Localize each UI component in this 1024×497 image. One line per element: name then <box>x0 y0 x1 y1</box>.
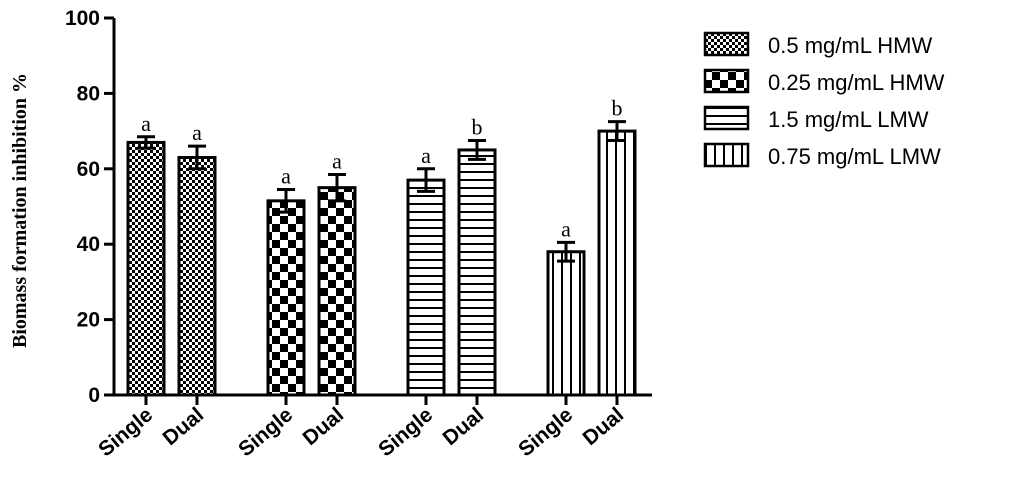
y-tick-label: 60 <box>77 158 100 181</box>
y-tick-label: 40 <box>77 233 100 256</box>
y-tick-label: 0 <box>88 384 100 407</box>
legend-label: 1.5 mg/mL LMW <box>768 107 929 132</box>
x-tick-label: Dual <box>299 403 349 450</box>
significance-label: b <box>472 115 483 140</box>
y-axis-title: Biomass formation inhibition % <box>9 73 31 348</box>
legend-label: 0.25 mg/mL HMW <box>768 70 945 95</box>
bar <box>546 250 586 397</box>
legend-label: 0.5 mg/mL HMW <box>768 33 932 58</box>
significance-label: a <box>561 216 571 241</box>
bar <box>317 186 357 397</box>
legend-swatch <box>703 105 750 131</box>
significance-label: a <box>332 148 342 173</box>
bar <box>126 140 166 397</box>
bar <box>597 129 637 397</box>
bar <box>406 178 446 397</box>
x-tick-label: Single <box>234 403 297 461</box>
legend-swatch <box>703 142 750 168</box>
legend: 0.5 mg/mL HMW 0.25 mg/mL HMW 1.5 mg/mL LMW… <box>703 31 945 169</box>
bar <box>177 155 217 397</box>
y-tick-label: 20 <box>77 309 100 332</box>
y-tick-label: 80 <box>77 82 100 105</box>
bar <box>457 148 497 397</box>
bars <box>126 120 637 397</box>
legend-label: 0.75 mg/mL LMW <box>768 144 941 169</box>
significance-label: b <box>612 96 623 121</box>
x-tick-label: Dual <box>579 403 629 450</box>
x-tick-label: Single <box>94 403 157 461</box>
x-tick-label: Dual <box>159 403 209 450</box>
significance-label: a <box>192 120 202 145</box>
significance-label: a <box>281 164 291 189</box>
y-tick-label: 100 <box>65 7 100 30</box>
significance-label: a <box>421 143 431 168</box>
legend-swatch <box>703 68 750 94</box>
x-tick-label: Single <box>374 403 437 461</box>
x-tick-label: Dual <box>439 403 489 450</box>
legend-swatch <box>703 31 750 57</box>
x-tick-label: Single <box>514 403 577 461</box>
significance-label: a <box>141 111 151 136</box>
bar <box>266 199 306 397</box>
